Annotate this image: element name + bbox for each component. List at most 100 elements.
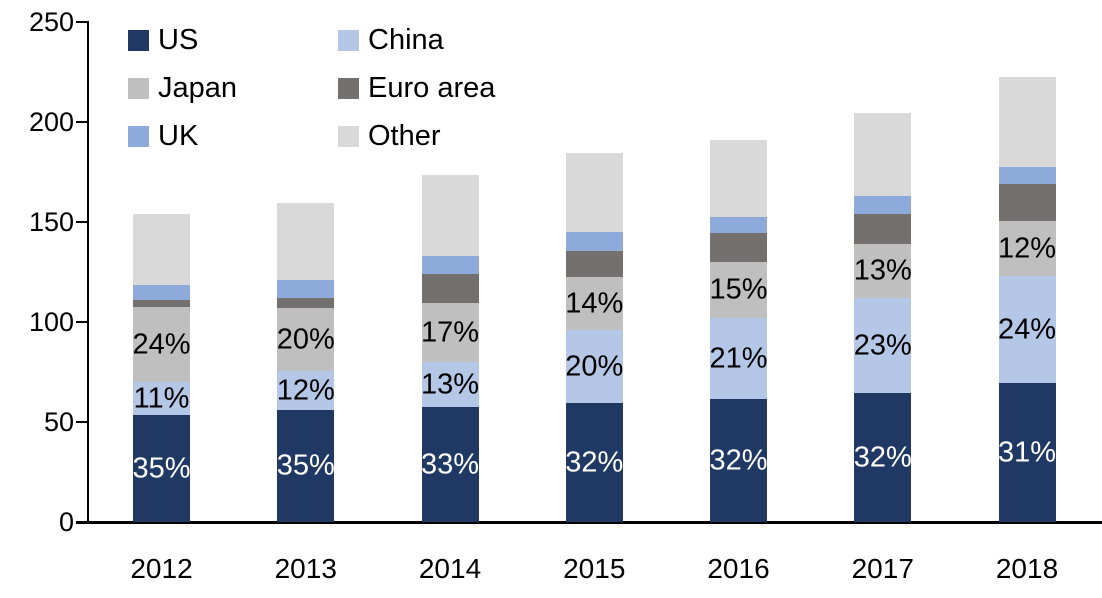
y-tick xyxy=(76,21,87,23)
bar-segment-other xyxy=(421,175,479,256)
bar-segment-china xyxy=(133,382,190,415)
segment-label-china: 23% xyxy=(853,329,912,361)
bar-segment-us xyxy=(133,415,190,522)
segment-label-japan: 24% xyxy=(132,328,191,360)
bar-segment-japan xyxy=(421,303,479,362)
bar-segment-euro-area xyxy=(710,233,767,262)
segment-label-us: 32% xyxy=(565,446,624,478)
legend-label-china: China xyxy=(368,24,444,56)
y-tick xyxy=(76,321,87,323)
legend-item-other: Other xyxy=(338,121,441,151)
bar-segment-euro-area xyxy=(998,184,1056,221)
bar-segment-us xyxy=(854,393,912,522)
legend-swatch-uk xyxy=(128,125,149,147)
x-tick-label: 2016 xyxy=(707,553,770,584)
bar-segment-china xyxy=(998,276,1056,383)
x-axis-line xyxy=(76,521,1102,524)
x-tick-label: 2012 xyxy=(130,553,193,584)
segment-label-japan: 12% xyxy=(997,232,1057,264)
bar-segment-china xyxy=(710,318,767,399)
bar-segment-us xyxy=(998,383,1056,522)
bar-segment-japan xyxy=(565,277,623,330)
bar-segment-other xyxy=(277,203,335,280)
bar-segment-japan xyxy=(133,307,190,382)
legend-item-japan: Japan xyxy=(128,73,237,103)
y-tick-label: 50 xyxy=(43,407,74,437)
segment-label-china: 24% xyxy=(997,313,1057,345)
segment-label-china: 20% xyxy=(565,350,624,382)
bar-segment-japan xyxy=(277,308,335,371)
bar-segment-uk xyxy=(998,167,1056,184)
y-tick-label: 250 xyxy=(28,7,74,37)
segment-label-us: 32% xyxy=(853,441,912,473)
y-tick-label: 200 xyxy=(28,107,74,137)
segment-label-us: 35% xyxy=(132,452,191,484)
legend-swatch-us xyxy=(128,29,149,51)
legend-swatch-china xyxy=(338,29,359,51)
legend-swatch-euro-area xyxy=(338,77,359,99)
legend-item-china: China xyxy=(338,25,444,55)
bar-segment-uk xyxy=(565,232,623,251)
bar-segment-china xyxy=(421,362,479,407)
legend-label-us: US xyxy=(158,24,199,56)
legend-item-uk: UK xyxy=(128,121,198,151)
segment-label-us: 32% xyxy=(709,444,768,476)
bar-segment-other xyxy=(565,153,623,232)
bar-segment-china xyxy=(854,298,912,393)
legend-item-us: US xyxy=(128,25,198,55)
bar-segment-other xyxy=(854,113,912,196)
bar-segment-us xyxy=(565,403,623,522)
y-tick-label: 150 xyxy=(28,207,74,237)
bar-segment-uk xyxy=(710,217,767,233)
x-tick-label: 2013 xyxy=(274,553,337,584)
segment-label-japan: 13% xyxy=(853,254,912,287)
bar-segment-euro-area xyxy=(277,298,335,308)
bar-segment-us xyxy=(421,407,479,522)
legend-item-euro-area: Euro area xyxy=(338,73,495,103)
bar-segment-euro-area xyxy=(133,300,190,307)
bar-segment-uk xyxy=(854,196,912,214)
y-axis-line xyxy=(87,21,89,524)
segment-label-japan: 15% xyxy=(709,273,768,306)
y-tick-label: 100 xyxy=(28,307,74,337)
x-tick-label: 2015 xyxy=(563,553,626,584)
bar-segment-us xyxy=(710,399,767,522)
bar-segment-other xyxy=(710,140,767,217)
segment-label-us: 33% xyxy=(420,448,480,480)
bar-segment-other xyxy=(998,77,1056,167)
segment-label-china: 21% xyxy=(709,342,768,374)
bar-segment-euro-area xyxy=(854,214,912,244)
y-tick-label: 0 xyxy=(58,507,74,537)
bar-segment-us xyxy=(277,410,335,522)
segment-label-us: 35% xyxy=(276,449,335,482)
segment-label-japan: 14% xyxy=(565,287,624,319)
y-tick xyxy=(76,421,87,423)
bar-segment-japan xyxy=(710,262,767,318)
bar-segment-japan xyxy=(998,221,1056,276)
y-tick xyxy=(76,121,87,123)
bar-segment-other xyxy=(133,214,190,285)
segment-label-us: 31% xyxy=(997,436,1057,468)
x-tick-label: 2014 xyxy=(418,553,482,584)
legend-label-other: Other xyxy=(368,120,441,152)
legend-label-euro-area: Euro area xyxy=(368,72,496,104)
bar-segment-euro-area xyxy=(565,251,623,277)
bar-segment-china xyxy=(565,330,623,403)
segment-label-china: 12% xyxy=(276,374,335,406)
bar-segment-uk xyxy=(133,285,190,300)
bar-segment-china xyxy=(277,371,335,410)
x-tick-label: 2018 xyxy=(995,553,1059,584)
bar-segment-euro-area xyxy=(421,274,479,303)
legend: US China Japan Euro area UK Other xyxy=(0,0,1102,160)
legend-label-japan: Japan xyxy=(158,72,238,104)
legend-label-uk: UK xyxy=(158,120,199,152)
x-tick-label: 2017 xyxy=(851,553,914,584)
bar-segment-uk xyxy=(421,256,479,274)
segment-label-japan: 17% xyxy=(420,316,480,348)
bar-segment-japan xyxy=(854,244,912,298)
segment-label-china: 11% xyxy=(133,382,190,414)
segment-label-china: 13% xyxy=(420,368,480,400)
segment-label-japan: 20% xyxy=(276,323,335,355)
y-tick xyxy=(76,221,87,223)
